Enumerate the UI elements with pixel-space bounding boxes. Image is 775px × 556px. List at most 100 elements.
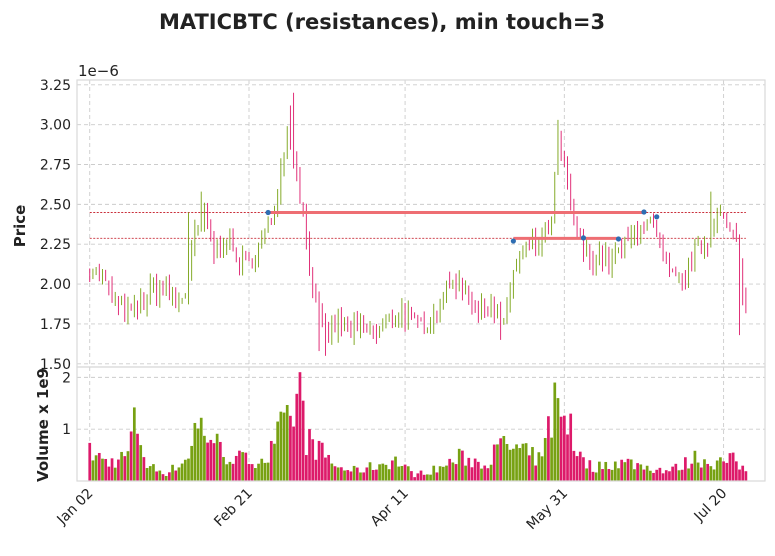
volume-bar <box>680 469 684 481</box>
volume-bar <box>215 433 219 481</box>
volume-bar <box>136 433 139 481</box>
volume-bar <box>633 469 636 481</box>
volume-bar <box>139 445 143 481</box>
volume-bar <box>556 398 560 481</box>
volume-bar <box>569 413 573 481</box>
volume-bar <box>588 460 592 481</box>
touch-point <box>641 209 647 215</box>
volume-bar <box>330 463 334 481</box>
volume-bar <box>668 471 671 481</box>
volume-bar <box>578 451 582 481</box>
volume-bar <box>441 466 445 481</box>
volume-bar <box>585 468 588 481</box>
touch-point <box>580 235 587 241</box>
volume-bar <box>228 461 232 481</box>
volume-bar <box>145 468 149 481</box>
volume-bar <box>496 444 499 481</box>
price-tick-label: 3.25 <box>40 78 71 94</box>
volume-bar <box>218 441 222 481</box>
volume-bar <box>699 467 703 481</box>
volume-bar <box>527 455 531 481</box>
volume-bar <box>566 434 569 481</box>
volume-bar <box>537 452 541 481</box>
volume-bar <box>155 471 158 481</box>
volume-bar <box>314 459 318 481</box>
price-tick-label: 1.75 <box>40 317 71 333</box>
chart-title: MATICBTC (resistances), min touch=3 <box>159 10 605 34</box>
volume-bar <box>260 458 264 481</box>
touch-point <box>615 236 622 242</box>
price-candles <box>89 92 747 356</box>
volume-bar <box>505 444 509 481</box>
volume-bar <box>378 464 381 481</box>
volume-bar <box>435 472 439 481</box>
volume-bar <box>470 467 474 481</box>
volume-bar <box>390 460 394 481</box>
volume-bar <box>429 474 432 481</box>
volume-bar <box>301 400 305 481</box>
volume-bar <box>521 443 525 481</box>
volume-bar <box>298 372 302 481</box>
volume-bar <box>655 469 659 481</box>
price-tick-label: 2.25 <box>40 237 71 253</box>
volume-bar <box>531 447 534 481</box>
volume-bar <box>690 463 694 481</box>
volume-bar <box>333 466 337 481</box>
volume-bar <box>110 458 114 481</box>
volume-bar <box>422 474 426 481</box>
volume-bar <box>684 457 687 481</box>
volume-bar <box>438 466 442 481</box>
volume-bar <box>486 468 490 481</box>
volume-bar <box>741 465 745 481</box>
volume-bar <box>113 467 117 481</box>
volume-bar <box>601 469 604 481</box>
volume-bar <box>445 465 448 481</box>
volume-bar <box>598 461 601 481</box>
volume-bar <box>744 471 748 481</box>
volume-bar <box>661 473 665 481</box>
volume-bar <box>464 465 467 481</box>
volume-bar <box>394 456 397 481</box>
volume-bar <box>731 452 735 481</box>
volume-bar <box>508 449 512 481</box>
price-tick-label: 1.50 <box>40 357 71 373</box>
price-panel: 1.50 1.75 2.00 2.25 2.50 2.75 3.00 3.25 <box>40 78 766 373</box>
volume-bar <box>273 443 276 481</box>
volume-bar <box>582 457 585 481</box>
volume-bar <box>410 471 413 481</box>
volume-bar <box>406 466 410 481</box>
volume-bar <box>534 465 538 481</box>
volume-bar <box>263 462 267 481</box>
volume-bar <box>604 461 608 481</box>
volume-bar <box>324 457 327 481</box>
volume-bar <box>266 462 270 481</box>
volume-bar <box>225 464 229 481</box>
volume-bar <box>518 448 522 481</box>
volume-bar <box>183 459 187 481</box>
volume-bar <box>480 468 483 481</box>
volume-bar <box>473 458 477 481</box>
volume-bar <box>613 461 617 481</box>
volume-bar <box>610 469 614 481</box>
volume-bar <box>703 459 706 481</box>
volume-bar <box>492 444 496 481</box>
volume-tick-label: 1 <box>62 422 71 438</box>
volume-bar <box>387 469 391 481</box>
price-tick-label: 2.00 <box>40 277 71 293</box>
volume-bar <box>636 463 639 481</box>
volume-bar <box>575 456 579 481</box>
volume-bar <box>502 435 506 481</box>
volume-bar <box>483 465 487 481</box>
volume-bar <box>250 464 254 481</box>
volume-bar <box>94 455 98 481</box>
volume-bar <box>203 435 206 481</box>
volume-bar <box>658 467 662 481</box>
volume-bar <box>371 469 375 481</box>
volume-y-ticks: 12 <box>62 370 71 438</box>
volume-bar <box>432 465 436 481</box>
volume-bar <box>320 442 324 481</box>
volume-bar <box>199 417 203 481</box>
volume-bar <box>639 464 643 481</box>
volume-bar <box>722 461 725 481</box>
volume-bar <box>677 470 681 481</box>
